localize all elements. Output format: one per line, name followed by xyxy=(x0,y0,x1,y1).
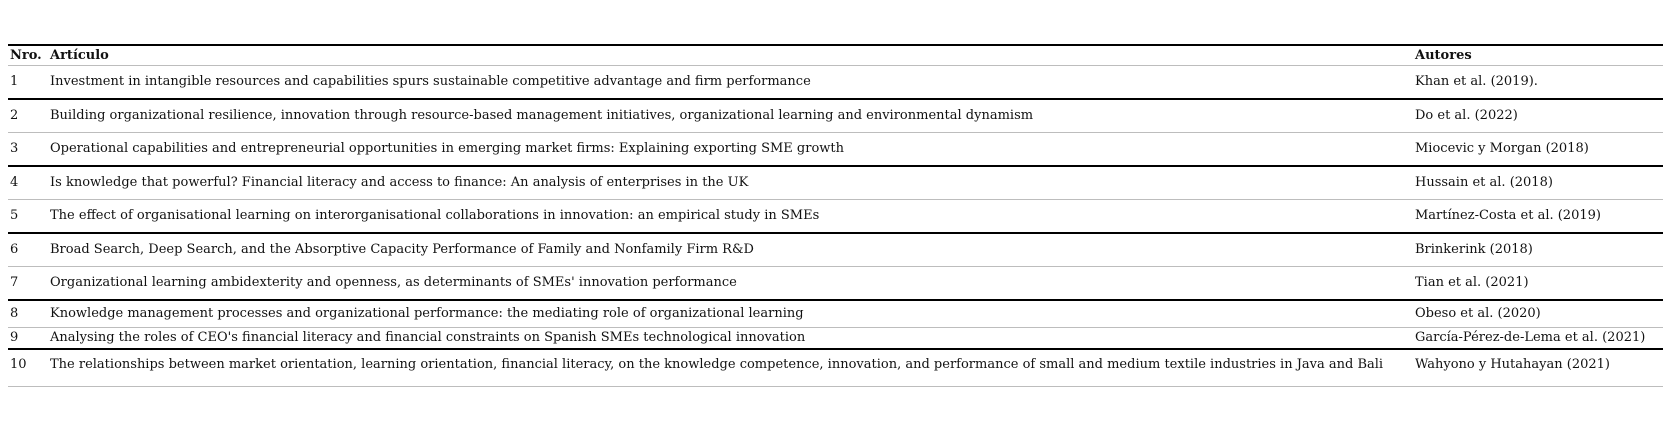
articles-table: Nro. Artículo Autores 1 Investment in in… xyxy=(8,44,1663,387)
cell-articulo: Operational capabilities and entrepreneu… xyxy=(48,132,1413,167)
cell-autores: Miocevic y Morgan (2018) xyxy=(1413,132,1663,167)
cell-articulo: The relationships between market orienta… xyxy=(48,349,1413,387)
cell-articulo: Analysing the roles of CEO's financial l… xyxy=(48,327,1413,350)
table-header-row: Nro. Artículo Autores xyxy=(8,44,1663,66)
table-body: 1 Investment in intangible resources and… xyxy=(8,65,1663,387)
cell-articulo: Building organizational resilience, inno… xyxy=(48,99,1413,133)
table-row: 8 Knowledge management processes and org… xyxy=(8,300,1663,328)
cell-articulo: Is knowledge that powerful? Financial li… xyxy=(48,166,1413,200)
cell-autores: Hussain et al. (2018) xyxy=(1413,166,1663,200)
cell-autores: García-Pérez-de-Lema et al. (2021) xyxy=(1413,327,1663,350)
table-row: 7 Organizational learning ambidexterity … xyxy=(8,266,1663,301)
cell-nro: 8 xyxy=(8,300,48,328)
cell-autores: Martínez-Costa et al. (2019) xyxy=(1413,199,1663,234)
cell-autores: Brinkerink (2018) xyxy=(1413,233,1663,267)
table-header: Nro. Artículo Autores xyxy=(8,44,1663,66)
cell-nro: 3 xyxy=(8,132,48,167)
cell-nro: 2 xyxy=(8,99,48,133)
cell-articulo: Organizational learning ambidexterity an… xyxy=(48,266,1413,301)
cell-nro: 1 xyxy=(8,65,48,100)
column-header-autores: Autores xyxy=(1413,44,1663,66)
cell-articulo: The effect of organisational learning on… xyxy=(48,199,1413,234)
table-row: 1 Investment in intangible resources and… xyxy=(8,65,1663,100)
table-row: 3 Operational capabilities and entrepren… xyxy=(8,132,1663,167)
cell-autores: Wahyono y Hutahayan (2021) xyxy=(1413,349,1663,387)
cell-autores: Do et al. (2022) xyxy=(1413,99,1663,133)
cell-nro: 10 xyxy=(8,349,48,387)
cell-autores: Obeso et al. (2020) xyxy=(1413,300,1663,328)
cell-nro: 9 xyxy=(8,327,48,350)
table-row: 6 Broad Search, Deep Search, and the Abs… xyxy=(8,233,1663,267)
cell-autores: Tian et al. (2021) xyxy=(1413,266,1663,301)
cell-nro: 7 xyxy=(8,266,48,301)
document-page: Nro. Artículo Autores 1 Investment in in… xyxy=(0,44,1668,443)
table-row: 4 Is knowledge that powerful? Financial … xyxy=(8,166,1663,200)
cell-articulo: Investment in intangible resources and c… xyxy=(48,65,1413,100)
cell-autores: Khan et al. (2019). xyxy=(1413,65,1663,100)
cell-nro: 6 xyxy=(8,233,48,267)
table-row: 2 Building organizational resilience, in… xyxy=(8,99,1663,133)
cell-articulo: Knowledge management processes and organ… xyxy=(48,300,1413,328)
cell-articulo: Broad Search, Deep Search, and the Absor… xyxy=(48,233,1413,267)
column-header-articulo: Artículo xyxy=(48,44,1413,66)
cell-nro: 4 xyxy=(8,166,48,200)
cell-nro: 5 xyxy=(8,199,48,234)
table-row: 9 Analysing the roles of CEO's financial… xyxy=(8,327,1663,350)
table-row: 5 The effect of organisational learning … xyxy=(8,199,1663,234)
column-header-nro: Nro. xyxy=(8,44,48,66)
table-row: 10 The relationships between market orie… xyxy=(8,349,1663,387)
